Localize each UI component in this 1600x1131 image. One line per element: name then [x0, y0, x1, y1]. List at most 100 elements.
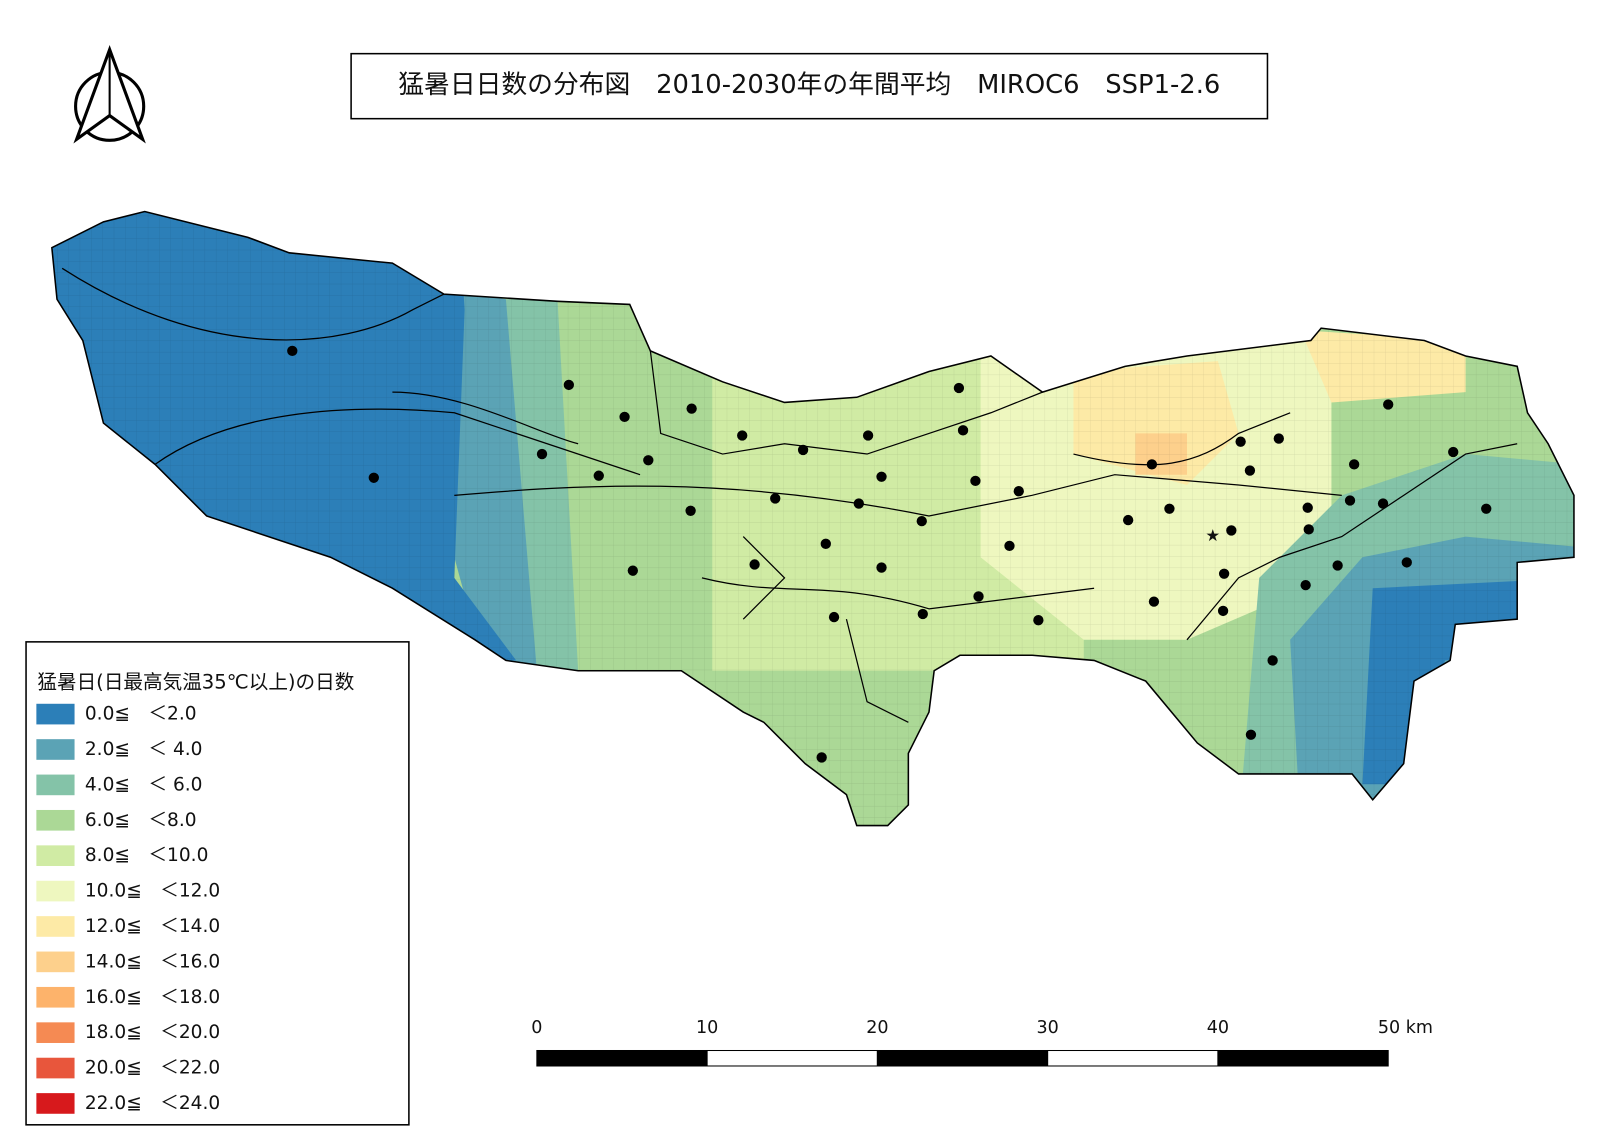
city-dot: [627, 565, 638, 576]
scale-segment: [1217, 1049, 1389, 1067]
city-dot: [1344, 495, 1356, 506]
city-dot: [287, 345, 298, 357]
city-dot: [917, 608, 928, 620]
scale-label: 40: [1207, 1018, 1229, 1038]
city-dot: [686, 403, 697, 414]
city-dot: [957, 425, 969, 436]
scale-bar: 0 10 20 30 40 50 km: [531, 1018, 1433, 1067]
city-dot: [853, 498, 864, 509]
city-dot: [737, 430, 748, 441]
city-dot: [1218, 568, 1230, 579]
legend-label: 18.0≦ ＜20.0: [85, 1022, 220, 1043]
city-dot: [1235, 436, 1246, 447]
city-dot: [1300, 579, 1311, 591]
city-dot: [816, 752, 827, 763]
city-dot: [1164, 503, 1175, 514]
scale-label: 0: [531, 1018, 542, 1038]
legend-swatch: [36, 951, 75, 973]
city-dot: [1004, 540, 1015, 552]
legend-swatch: [36, 1022, 75, 1043]
city-dot: [1245, 729, 1257, 740]
city-dot: [563, 379, 575, 391]
scale-segment: [706, 1049, 878, 1067]
legend-title: 猛暑日(日最高気温35℃以上)の日数: [37, 671, 354, 694]
city-dot: [1013, 486, 1024, 497]
city-dot: [593, 470, 604, 481]
scale-label: 50 km: [1378, 1018, 1433, 1038]
legend-label: 4.0≦ ＜ 6.0: [85, 774, 203, 795]
city-dot: [828, 611, 840, 623]
city-dot: [1226, 525, 1237, 536]
scale-label: 30: [1037, 1018, 1059, 1038]
city-dot: [749, 559, 760, 570]
city-dot: [1401, 557, 1412, 568]
city-dot: [1033, 615, 1044, 626]
legend-swatch: [36, 703, 75, 725]
city-dot: [1146, 459, 1158, 470]
legend-swatch: [36, 774, 75, 796]
city-dot: [1481, 503, 1492, 514]
city-dot: [970, 475, 981, 487]
legend-swatch: [36, 986, 75, 1008]
city-dot: [619, 411, 630, 423]
legend-label: 0.0≦ ＜2.0: [85, 704, 197, 725]
legend-label: 8.0≦ ＜10.0: [85, 845, 209, 866]
north-arrow: [73, 45, 146, 144]
legend-label: 16.0≦ ＜18.0: [85, 987, 220, 1008]
city-dot: [368, 472, 379, 483]
legend-label: 10.0≦ ＜12.0: [85, 881, 220, 902]
legend-items: 0.0≦ ＜2.0 2.0≦ ＜ 4.0 4.0≦ ＜ 6.0 6.0≦ ＜8.0 8.…: [36, 704, 220, 1114]
legend-swatch: [36, 845, 75, 866]
city-dot: [643, 455, 654, 466]
legend-label: 6.0≦ ＜8.0: [85, 810, 197, 831]
municipal-boundaries: [61, 267, 1518, 723]
city-dot: [1383, 399, 1394, 410]
city-dot: [1244, 465, 1256, 476]
scale-label: 10: [696, 1018, 718, 1038]
scale-label: 20: [866, 1018, 888, 1038]
city-dot: [1332, 560, 1343, 571]
legend-label: 12.0≦ ＜14.0: [85, 916, 220, 937]
city-dot: [1273, 433, 1284, 444]
city-dot: [1348, 459, 1360, 470]
city-dot: [820, 538, 831, 549]
city-dot: [685, 505, 696, 516]
legend-swatch: [36, 916, 75, 937]
city-dot: [797, 444, 809, 456]
city-dot: [1448, 446, 1459, 458]
legend-swatch: [36, 739, 75, 760]
scale-segment: [1047, 1049, 1219, 1067]
map-title: 猛暑日日数の分布図 2010-2030年の年間平均 MIROC6 SSP1-2.…: [398, 70, 1220, 100]
city-dot: [1302, 502, 1313, 513]
scale-segment: [876, 1049, 1049, 1067]
legend-label: 2.0≦ ＜ 4.0: [85, 739, 203, 760]
legend-swatch: [36, 880, 75, 902]
city-dot: [916, 515, 927, 527]
city-dot: [1122, 514, 1134, 526]
city-dot: [1148, 596, 1160, 607]
legend-box: [25, 641, 410, 1126]
city-dot: [862, 430, 874, 441]
legend-label: 20.0≦ ＜22.0: [85, 1058, 220, 1079]
city-dot: [1217, 605, 1229, 617]
city-dot: [1267, 655, 1278, 666]
city-dot: [953, 382, 965, 394]
legend-swatch: [36, 1057, 75, 1079]
scale-segment: [536, 1049, 708, 1067]
city-markers: [287, 345, 1492, 763]
city-dot: [770, 493, 781, 504]
legend-label: 14.0≦ ＜16.0: [85, 951, 220, 972]
city-dot: [1377, 498, 1389, 509]
city-dot: [1303, 524, 1314, 535]
legend-label: 22.0≦ ＜24.0: [85, 1093, 220, 1114]
city-dot: [876, 562, 887, 573]
legend-swatch: [36, 809, 75, 831]
city-dot: [876, 471, 887, 482]
tokyo-outline: [51, 210, 1575, 827]
title-box: [350, 52, 1269, 120]
city-dot: [973, 591, 984, 602]
legend-swatch: [36, 1093, 75, 1114]
capital-marker: ★: [1205, 526, 1220, 545]
